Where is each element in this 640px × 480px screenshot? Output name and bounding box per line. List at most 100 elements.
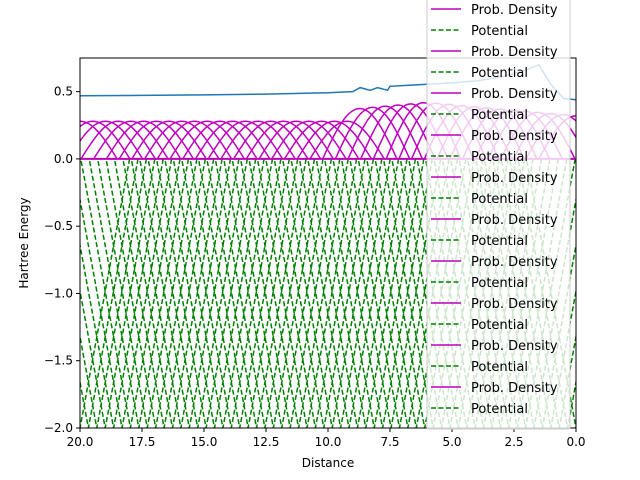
legend-label: Prob. Density bbox=[471, 171, 558, 186]
density-line bbox=[232, 120, 309, 160]
density-line bbox=[207, 120, 284, 160]
density-line bbox=[283, 120, 360, 160]
density-line bbox=[80, 120, 131, 160]
x-tick-label: 2.5 bbox=[504, 435, 523, 449]
y-tick-label: −1.0 bbox=[44, 286, 73, 300]
potential-line bbox=[239, 158, 341, 428]
legend-label: Prob. Density bbox=[471, 255, 558, 270]
potential-line bbox=[155, 158, 257, 428]
potential-line bbox=[492, 158, 576, 428]
potential-line bbox=[290, 158, 391, 428]
density-line bbox=[334, 106, 411, 160]
legend-label: Potential bbox=[471, 318, 528, 333]
density-line bbox=[80, 120, 144, 160]
potential-line bbox=[80, 158, 173, 428]
potential-line bbox=[130, 158, 232, 428]
potential-line bbox=[172, 158, 274, 428]
y-tick-label: −0.5 bbox=[44, 219, 73, 233]
density-line bbox=[347, 105, 424, 160]
potential-line bbox=[223, 158, 324, 428]
x-tick-label: 15.0 bbox=[191, 435, 218, 449]
potential-line bbox=[80, 158, 131, 428]
potential-line bbox=[113, 158, 215, 428]
legend-label: Potential bbox=[471, 66, 528, 81]
density-line bbox=[131, 120, 207, 160]
potential-line bbox=[105, 158, 207, 428]
legend-label: Prob. Density bbox=[471, 213, 558, 228]
legend: Prob. Density Potential Prob. Density Poten… bbox=[426, 0, 571, 430]
density-line bbox=[93, 120, 169, 160]
legend-label: Potential bbox=[471, 192, 528, 207]
legend-box bbox=[426, 0, 571, 430]
potential-line bbox=[197, 158, 299, 428]
y-tick-label: 0.5 bbox=[54, 85, 73, 99]
density-line bbox=[80, 120, 157, 160]
potential-line bbox=[164, 158, 265, 428]
x-tick-label: 10.0 bbox=[315, 435, 342, 449]
legend-label: Prob. Density bbox=[471, 87, 558, 102]
density-line bbox=[118, 120, 195, 160]
potential-line bbox=[147, 158, 249, 428]
potential-line bbox=[273, 158, 375, 428]
density-line bbox=[296, 120, 373, 160]
density-line bbox=[80, 120, 118, 160]
legend-label: Potential bbox=[471, 24, 528, 39]
density-line bbox=[245, 120, 322, 160]
legend-label: Prob. Density bbox=[471, 297, 558, 312]
potential-line bbox=[248, 158, 349, 428]
density-line bbox=[220, 120, 296, 160]
potential-line bbox=[80, 158, 148, 428]
potential-line bbox=[231, 158, 333, 428]
potential-line bbox=[88, 158, 190, 428]
potential-line bbox=[307, 158, 408, 428]
x-tick-label: 0.0 bbox=[566, 435, 585, 449]
legend-label: Potential bbox=[471, 360, 528, 375]
x-tick-label: 12.5 bbox=[253, 435, 280, 449]
potential-line bbox=[80, 158, 164, 428]
legend-label: Potential bbox=[471, 402, 528, 417]
legend-label: Potential bbox=[471, 234, 528, 249]
y-axis: 0.5 0.0 −0.5 −1.0 −1.5 −2.0 bbox=[44, 85, 80, 435]
potential-line bbox=[281, 158, 383, 428]
potential-line bbox=[189, 158, 291, 428]
potential-line bbox=[340, 158, 442, 428]
x-axis: 20.0 17.5 15.0 12.5 10.0 7.5 5.0 2.5 0.0 bbox=[67, 428, 586, 449]
potential-line bbox=[332, 158, 433, 428]
potential-line bbox=[80, 158, 181, 428]
legend-label: Prob. Density bbox=[471, 129, 558, 144]
potential-line bbox=[96, 158, 198, 428]
x-tick-label: 17.5 bbox=[129, 435, 156, 449]
y-tick-label: −1.5 bbox=[44, 354, 73, 368]
potential-line bbox=[323, 158, 425, 428]
legend-label: Prob. Density bbox=[471, 339, 558, 354]
density-line bbox=[271, 120, 347, 160]
density-line bbox=[321, 107, 398, 160]
y-tick-label: 0.0 bbox=[54, 152, 73, 166]
density-line bbox=[169, 120, 246, 160]
x-axis-label: Distance bbox=[302, 456, 354, 470]
potential-line bbox=[122, 158, 223, 428]
legend-label: Potential bbox=[471, 150, 528, 165]
potential-line bbox=[138, 158, 240, 428]
legend-label: Potential bbox=[471, 108, 528, 123]
density-line bbox=[194, 120, 271, 160]
x-tick-label: 5.0 bbox=[442, 435, 461, 449]
legend-label: Prob. Density bbox=[471, 45, 558, 60]
density-line bbox=[360, 104, 436, 160]
potential-line bbox=[214, 158, 316, 428]
legend-label: Prob. Density bbox=[471, 3, 558, 18]
potential-line bbox=[298, 158, 400, 428]
y-axis-label: Hartree Energy bbox=[17, 197, 31, 288]
potential-line bbox=[265, 158, 366, 428]
density-line bbox=[258, 120, 335, 160]
potential-line bbox=[256, 158, 358, 428]
x-tick-label: 7.5 bbox=[380, 435, 399, 449]
potential-line bbox=[180, 158, 282, 428]
y-tick-label: −2.0 bbox=[44, 421, 73, 435]
legend-label: Potential bbox=[471, 276, 528, 291]
density-line bbox=[105, 120, 182, 160]
potential-line bbox=[80, 158, 139, 428]
density-line bbox=[143, 120, 220, 160]
density-line bbox=[182, 120, 258, 160]
